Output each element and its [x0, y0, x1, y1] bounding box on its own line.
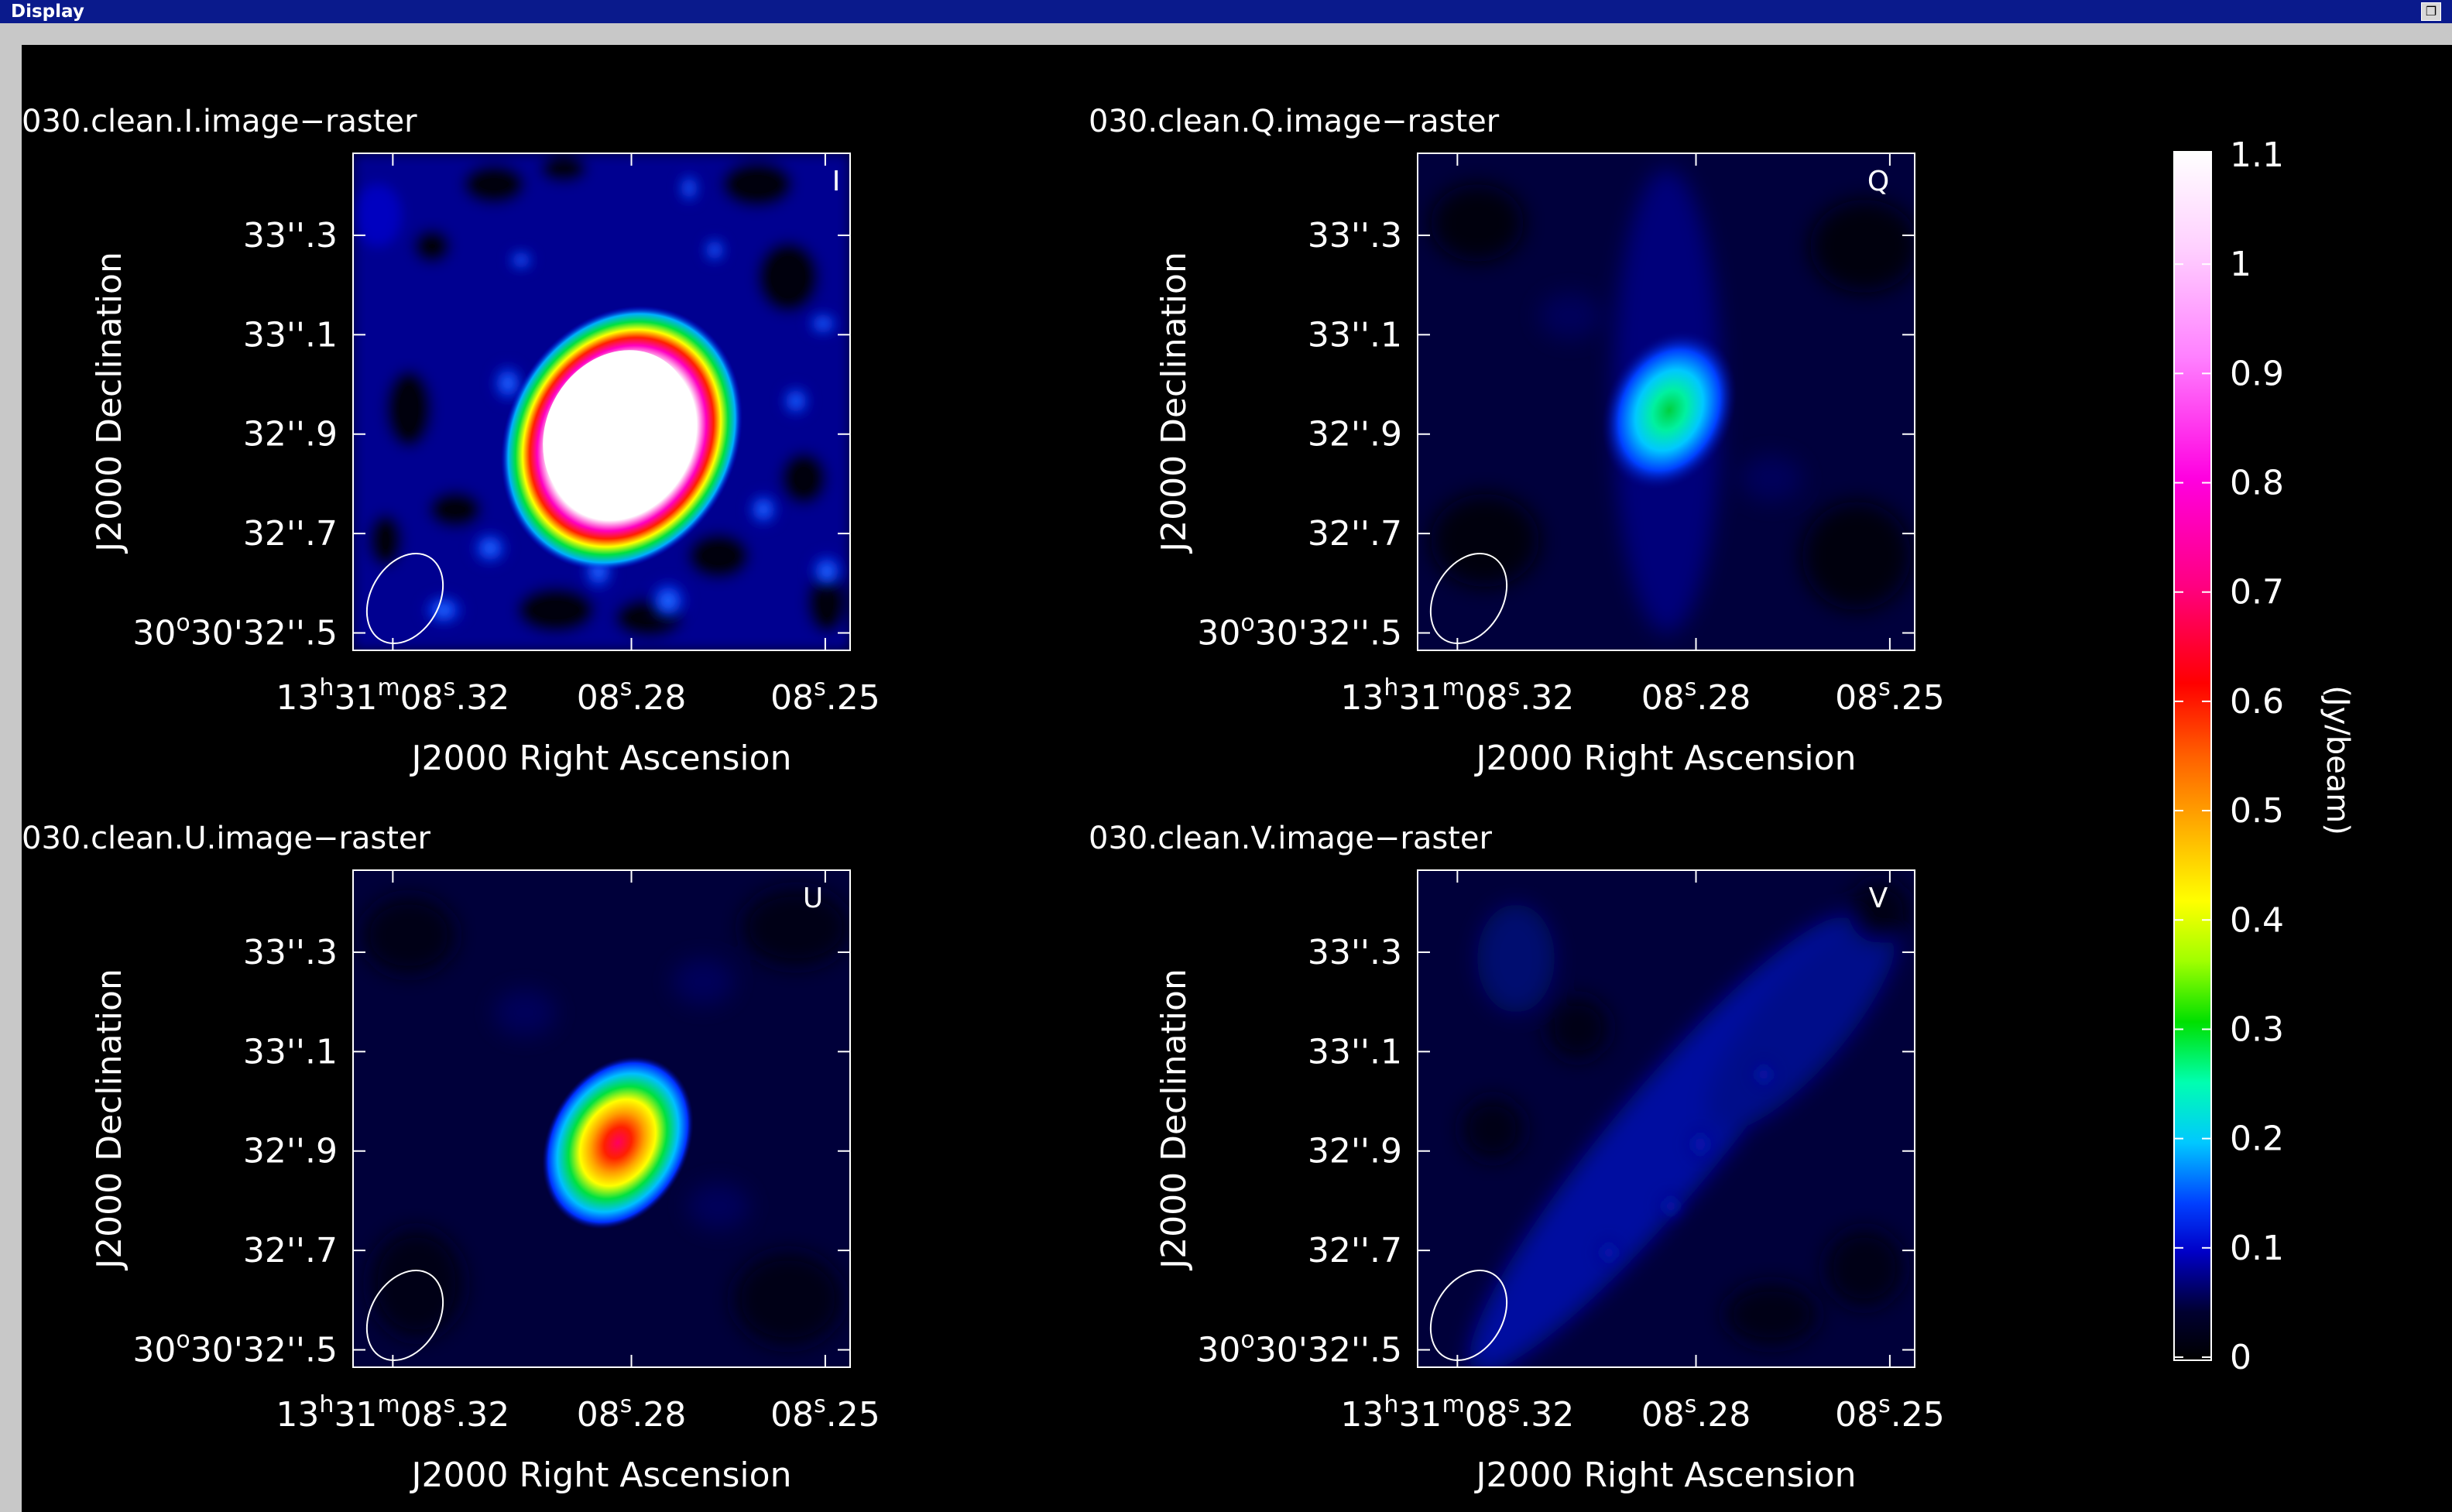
- window-title: Display: [11, 2, 84, 22]
- panel-U[interactable]: 030.clean.U.image−raster U: [22, 821, 851, 1374]
- axes-panel-I: 13h31m08s.32 08s.28 08s.25 33''.3 33''.1 32''…: [90, 153, 880, 778]
- y-tick-label: 32''.7: [1308, 1231, 1402, 1270]
- plot-frame: [1417, 869, 1915, 1368]
- panel-title: 030.clean.Q.image−raster: [1089, 104, 1500, 139]
- colorbar-frame: [2173, 151, 2212, 1361]
- y-tick-label: 33''.3: [1308, 216, 1402, 255]
- x-tick-label: 08s.28: [1641, 1391, 1751, 1435]
- panel-Q[interactable]: 030.clean.Q.image−raster Q: [1089, 104, 1919, 657]
- y-axis-label: J2000 Declination: [90, 969, 129, 1271]
- colorbar-tick-label: 0.7: [2230, 573, 2284, 612]
- axes-panel-U: 13h31m08s.32 08s.28 08s.25 33''.3 33''.1 32''…: [90, 870, 880, 1495]
- colorbar-tick-label: 0.3: [2230, 1010, 2284, 1049]
- colorbar: 1.1 1 0.9 0.8 0.7 0.6 0.5 0.4 0.3 0.2 0.1 0 (Jy/bea…: [2173, 135, 2355, 1377]
- colorbar-tick-label: 1.1: [2230, 135, 2284, 175]
- window-titlebar: Display ❐: [0, 0, 2452, 23]
- panel-title: 030.clean.I.image−raster: [22, 104, 417, 139]
- stokes-label: Q: [1867, 166, 1889, 197]
- y-tick-label: 33''.1: [1308, 315, 1402, 355]
- plot-frame: [352, 153, 851, 651]
- x-tick-label: 13h31m08s.32: [1340, 674, 1574, 718]
- colorbar-tick-label: 0.6: [2230, 682, 2284, 722]
- y-tick-label: 33''.3: [243, 933, 338, 972]
- beam-ellipse: [365, 552, 444, 645]
- y-tick-label: 33''.3: [1308, 933, 1402, 972]
- y-tick-label: 32''.9: [1308, 1132, 1402, 1171]
- colorbar-tick-label: 0.8: [2230, 464, 2284, 503]
- stokes-label: I: [832, 166, 841, 197]
- plot-frame: [352, 869, 851, 1368]
- y-tick-label: 30o30'32''.5: [132, 610, 338, 653]
- display-canvas[interactable]: 030.clean.I.image−raster: [22, 45, 2452, 1512]
- x-axis-label: J2000 Right Ascension: [1474, 739, 1857, 778]
- colorbar-ticks: 1.1 1 0.9 0.8 0.7 0.6 0.5 0.4 0.3 0.2 0.1 0: [2174, 135, 2284, 1377]
- panel-V[interactable]: 030.clean.V.image−raster: [1089, 821, 1928, 1404]
- x-tick-label: 08s.25: [770, 674, 880, 718]
- x-tick-label: 08s.28: [1641, 674, 1751, 718]
- y-tick-label: 33''.1: [243, 315, 338, 355]
- x-tick-label: 13h31m08s.32: [276, 1391, 509, 1435]
- restore-window-icon[interactable]: ❐: [2421, 2, 2441, 21]
- x-tick-label: 08s.25: [1835, 1391, 1945, 1435]
- colorbar-tick-label: 0.4: [2230, 900, 2284, 940]
- colorbar-tick-label: 0: [2230, 1338, 2251, 1377]
- y-tick-label: 32''.9: [243, 1132, 338, 1171]
- y-tick-label: 33''.1: [243, 1032, 338, 1071]
- image-raster: [1418, 870, 1915, 1367]
- panel-title: 030.clean.V.image−raster: [1089, 821, 1492, 856]
- y-axis-label: J2000 Declination: [1154, 252, 1194, 554]
- panel-I[interactable]: 030.clean.I.image−raster: [22, 104, 851, 657]
- x-tick-label: 08s.28: [577, 1391, 687, 1435]
- stokes-label: V: [1869, 883, 1888, 914]
- display-frame: 030.clean.I.image−raster: [0, 23, 2452, 1512]
- y-axis-label: J2000 Declination: [1154, 969, 1194, 1271]
- stokes-label: U: [803, 883, 823, 914]
- y-tick-label: 32''.7: [243, 1231, 338, 1270]
- y-tick-label: 32''.9: [243, 415, 338, 454]
- image-raster: [1418, 153, 1915, 650]
- x-axis-label: J2000 Right Ascension: [410, 1455, 792, 1495]
- image-raster: [353, 870, 850, 1367]
- x-tick-label: 13h31m08s.32: [1340, 1391, 1574, 1435]
- image-raster: [353, 153, 850, 650]
- x-tick-label: 08s.25: [1835, 674, 1945, 718]
- colorbar-label: (Jy/beam): [2320, 685, 2355, 835]
- y-tick-label: 30o30'32''.5: [1197, 610, 1402, 653]
- colorbar-tick-label: 0.2: [2230, 1119, 2284, 1159]
- x-tick-label: 13h31m08s.32: [276, 674, 509, 718]
- y-tick-label: 32''.7: [243, 514, 338, 554]
- plot-frame: [1417, 153, 1915, 651]
- x-axis-label: J2000 Right Ascension: [1474, 1455, 1857, 1495]
- colorbar-tick-label: 0.1: [2230, 1229, 2284, 1268]
- y-tick-label: 32''.7: [1308, 514, 1402, 554]
- x-tick-label: 08s.25: [770, 1391, 880, 1435]
- y-tick-label: 30o30'32''.5: [1197, 1327, 1402, 1370]
- beam-ellipse: [1429, 552, 1508, 645]
- panel-title: 030.clean.U.image−raster: [22, 821, 431, 856]
- beam-ellipse: [1429, 1269, 1508, 1362]
- beam-ellipse: [365, 1269, 444, 1362]
- y-tick-label: 33''.3: [243, 216, 338, 255]
- y-tick-label: 33''.1: [1308, 1032, 1402, 1071]
- colorbar-tick-label: 0.5: [2230, 791, 2284, 831]
- y-tick-label: 32''.9: [1308, 415, 1402, 454]
- colorbar-tick-label: 1: [2230, 245, 2251, 284]
- x-axis-label: J2000 Right Ascension: [410, 739, 792, 778]
- axes-panel-Q: 13h31m08s.32 08s.28 08s.25 33''.3 33''.1 32''…: [1154, 153, 1945, 778]
- colorbar-tick-label: 0.9: [2230, 354, 2284, 393]
- axes-panel-V: 13h31m08s.32 08s.28 08s.25 33''.3 33''.1 32''…: [1154, 870, 1945, 1495]
- axes-layer: 13h31m08s.32 08s.28 08s.25 33''.3 33''.1 32''…: [90, 153, 1945, 1495]
- plot-area: 030.clean.I.image−raster: [22, 104, 2355, 1495]
- y-tick-label: 30o30'32''.5: [132, 1327, 338, 1370]
- y-axis-label: J2000 Declination: [90, 252, 129, 554]
- x-tick-label: 08s.28: [577, 674, 687, 718]
- colorbar-ramp: [2174, 152, 2211, 1360]
